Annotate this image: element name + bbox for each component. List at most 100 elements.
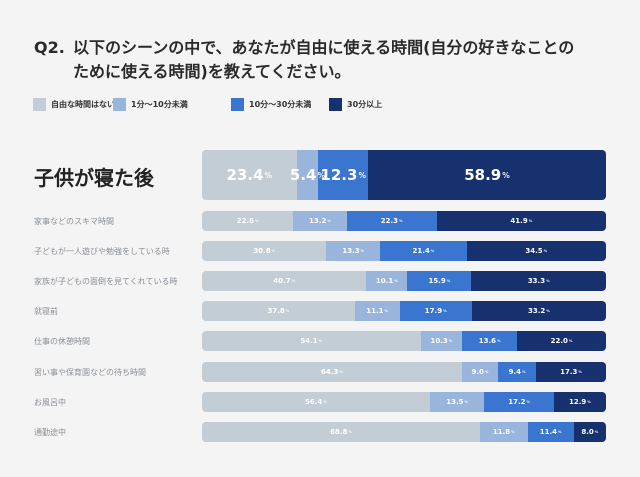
data-label: 68.8 <box>330 427 348 436</box>
data-label: 15.9 <box>428 277 446 286</box>
percent-sign: % <box>546 309 550 314</box>
stacked-bar: 54.1% 10.3% 13.6% 22.0% <box>202 331 606 352</box>
percent-sign: % <box>594 429 599 434</box>
data-label: 12.3 <box>320 166 358 184</box>
data-label: 10.1 <box>375 277 394 286</box>
legend-label: 1分～10分未満 <box>131 100 188 109</box>
bar-segment: 34.5% <box>466 241 606 262</box>
bar-segment: 17.9% <box>399 301 472 322</box>
percent-sign: % <box>526 399 531 404</box>
data-label: 13.3 <box>342 247 360 256</box>
bar-segment: 17.3% <box>536 361 606 382</box>
legend-label: 30分以上 <box>347 100 383 109</box>
data-label: 11.1 <box>366 307 384 316</box>
bar-segment: 11.1% <box>354 301 400 322</box>
bar-segment: 15.9% <box>407 271 472 292</box>
percent-sign: % <box>339 369 343 374</box>
bar-segment: 22.0% <box>517 331 606 352</box>
data-label: 34.5 <box>525 247 543 256</box>
percent-sign: % <box>317 170 325 180</box>
bar-segment: 40.7% <box>202 271 367 292</box>
data-label: 17.2 <box>508 397 526 406</box>
title-line-2: ために使える時間)を教えてください。 <box>73 62 351 81</box>
percent-sign: % <box>430 249 435 254</box>
bar-segment: 5.4% <box>290 150 325 200</box>
category-label-highlight: 子供が寝た後 <box>34 166 154 190</box>
percent-sign: % <box>323 399 327 404</box>
data-label: 10.3 <box>430 337 448 346</box>
bar-segment: 22.3% <box>346 211 437 231</box>
stacked-bar: 56.4% 13.5% 17.2% 12.9% <box>202 391 606 412</box>
data-label: 33.3 <box>527 277 546 286</box>
data-label: 11.4 <box>539 427 558 436</box>
data-label: 22.6 <box>236 217 255 225</box>
data-label: 9.4 <box>508 367 522 376</box>
data-label: 40.7 <box>273 277 291 286</box>
percent-sign: % <box>348 429 352 434</box>
legend-item-over30: 30分以上 <box>329 98 382 111</box>
bar-segment: 54.1% <box>202 331 421 352</box>
percent-sign: % <box>528 219 533 223</box>
category-label: 通勤途中 <box>34 427 66 437</box>
data-label: 5.4 <box>289 166 317 184</box>
data-label: 23.4 <box>226 166 264 184</box>
title-line-1: 以下のシーンの中で、あなたが自由に使える時間(自分の好きなことの <box>73 38 575 57</box>
bar-segment: 8.0% <box>573 421 606 442</box>
data-label: 30.8 <box>253 247 271 256</box>
bar-segment: 13.6% <box>462 331 518 352</box>
bar-segment: 23.4% <box>202 150 297 200</box>
category-label: 家族が子どもの面倒を見てくれている時 <box>34 277 178 287</box>
percent-sign: % <box>497 339 501 344</box>
percent-sign: % <box>558 429 562 434</box>
data-label: 9.0 <box>471 367 484 376</box>
bar-segment: 17.2% <box>484 391 554 412</box>
bar-segment: 64.3% <box>202 361 462 382</box>
percent-sign: % <box>318 339 323 344</box>
percent-sign: % <box>291 279 296 284</box>
data-label: 64.3 <box>320 367 339 376</box>
bar-segment: 33.2% <box>471 301 606 322</box>
legend-swatch-10to30 <box>231 98 244 111</box>
bar-segment: 9.4% <box>498 361 537 382</box>
bar-segment: 13.2% <box>293 211 347 231</box>
question-number: Q2. <box>34 38 65 57</box>
percent-sign: % <box>394 279 398 284</box>
percent-sign: % <box>264 170 273 180</box>
percent-sign: % <box>484 369 489 374</box>
bar-segment: 58.9% <box>368 150 606 200</box>
percent-sign: % <box>358 170 366 180</box>
category-label: 就寝前 <box>34 307 58 317</box>
data-label: 56.4 <box>305 397 323 406</box>
bar-segment: 56.4% <box>202 391 430 412</box>
data-label: 37.8 <box>267 307 285 316</box>
data-label: 12.9 <box>569 397 587 406</box>
category-label: 家事などのスキマ時間 <box>34 217 114 226</box>
legend-label: 10分～30分未満 <box>249 100 312 109</box>
legend-label: 自由な時間はない <box>51 100 115 109</box>
percent-sign: % <box>448 339 453 344</box>
percent-sign: % <box>568 339 573 344</box>
bar-segment: 9.0% <box>461 361 499 382</box>
percent-sign: % <box>255 219 259 223</box>
data-label: 22.0 <box>550 337 568 346</box>
percent-sign: % <box>327 219 331 223</box>
bar-segment: 30.8% <box>202 241 327 262</box>
stacked-bar: 40.7% 10.1% 15.9% 33.3% <box>202 271 606 292</box>
percent-sign: % <box>446 279 451 284</box>
bar-segment: 37.8% <box>202 301 355 322</box>
bar-segment: 22.6% <box>202 211 294 231</box>
stacked-bar: 68.8% 11.8% 11.4% 8.0% <box>202 421 606 442</box>
data-label: 17.9 <box>424 307 443 316</box>
bar-segment: 41.9% <box>436 211 606 231</box>
legend-item-none: 自由な時間はない <box>33 98 115 111</box>
bar-segment: 10.3% <box>420 331 463 352</box>
bar-segment: 11.4% <box>527 421 574 442</box>
percent-sign: % <box>511 429 515 434</box>
bar-segment: 33.3% <box>471 271 606 292</box>
stacked-bar: 23.4% 5.4% 12.3% 58.9% <box>202 150 606 200</box>
bar-segment: 13.3% <box>326 241 381 262</box>
percent-sign: % <box>546 279 550 284</box>
data-label: 58.9 <box>464 166 502 184</box>
category-label: 仕事の休憩時間 <box>34 337 90 347</box>
percent-sign: % <box>360 249 365 254</box>
